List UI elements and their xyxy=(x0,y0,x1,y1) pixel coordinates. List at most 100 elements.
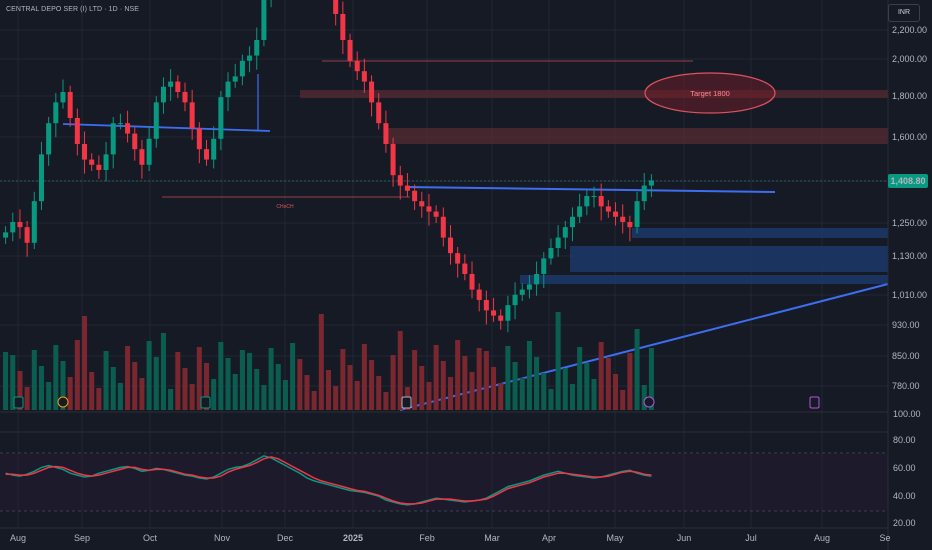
candle xyxy=(239,60,245,77)
volume-bar xyxy=(641,385,647,410)
currency-button[interactable]: INR xyxy=(888,4,920,22)
candle xyxy=(541,258,547,274)
candle xyxy=(89,159,95,165)
volume-bar xyxy=(627,353,633,410)
trendline-top-left xyxy=(62,123,271,132)
volume-bar xyxy=(89,372,95,410)
volume-bar xyxy=(304,375,310,410)
chart-title: CENTRAL DEPO SER (I) LTD · 1D · NSE xyxy=(6,6,140,13)
price-tick-label: 1,600.00 xyxy=(892,132,927,142)
candle xyxy=(333,0,339,14)
demand-zone-3 xyxy=(520,275,888,284)
candle xyxy=(620,216,626,222)
volume-bar xyxy=(290,343,296,410)
candle xyxy=(110,123,116,155)
candle xyxy=(548,247,554,259)
candle xyxy=(38,154,44,202)
volume-bar xyxy=(160,333,166,410)
volume-bar xyxy=(340,349,346,410)
earnings-marker-icon[interactable] xyxy=(809,396,820,409)
volume-bar xyxy=(383,392,389,410)
volume-bar xyxy=(182,368,188,410)
candle xyxy=(361,71,367,82)
volume-bar xyxy=(318,314,324,410)
candle xyxy=(247,55,253,61)
time-tick-label: Apr xyxy=(542,533,556,543)
price-tick-label: 1,130.00 xyxy=(892,251,927,261)
candle xyxy=(591,195,597,197)
candles xyxy=(3,0,654,333)
candle xyxy=(189,102,195,129)
volume-bar xyxy=(526,341,532,410)
rsi-tick-label: 40.00 xyxy=(893,491,916,501)
earnings-marker-icon[interactable] xyxy=(401,396,412,409)
volume-bar xyxy=(125,346,131,410)
earnings-marker-icon[interactable] xyxy=(200,396,211,409)
candle xyxy=(225,81,231,98)
dividend-marker-icon[interactable] xyxy=(57,396,69,408)
volume-bar xyxy=(613,374,619,410)
volume-bar xyxy=(376,376,382,410)
event-marker-icon[interactable] xyxy=(643,396,655,408)
volume-bar xyxy=(325,370,332,410)
volume-bar xyxy=(562,368,568,410)
volume-bar xyxy=(153,357,159,410)
time-tick-label: 2025 xyxy=(343,533,363,543)
candle xyxy=(562,227,568,238)
volume-bar xyxy=(67,377,73,410)
volume-bar xyxy=(110,367,116,410)
volume-bar xyxy=(469,372,475,410)
last-price-label: 1,408.80 xyxy=(890,176,925,186)
candle xyxy=(203,149,210,160)
candle xyxy=(232,76,238,82)
volume-bar xyxy=(598,342,604,410)
last-price-badge xyxy=(888,174,928,188)
candle xyxy=(577,206,583,217)
volume-bar xyxy=(541,373,547,410)
volume-bar xyxy=(591,379,597,410)
volume-bar xyxy=(275,364,281,410)
candle xyxy=(175,81,181,92)
volume-bar xyxy=(247,353,253,410)
volume-bar xyxy=(361,344,367,410)
time-axis-labels[interactable]: Aug Sep Oct Nov Dec 2025 Feb Mar Apr May Jun Jul Aug… xyxy=(10,533,891,543)
price-tick-label: 2,000.00 xyxy=(892,54,927,64)
volume-bar xyxy=(146,341,152,410)
earnings-marker-icon[interactable] xyxy=(13,396,24,409)
volume-bar xyxy=(534,357,540,410)
candle xyxy=(555,237,561,248)
volume-bar xyxy=(498,383,504,410)
candle xyxy=(462,263,468,274)
price-axis-labels[interactable]: 2,200.00 2,000.00 1,800.00 1,600.00 1,250.00… xyxy=(892,25,927,391)
candle xyxy=(605,206,611,212)
candle xyxy=(476,289,482,300)
candle xyxy=(505,305,511,321)
candle xyxy=(354,60,360,72)
candle xyxy=(419,201,425,207)
volume-bar xyxy=(491,367,497,410)
candle xyxy=(261,0,267,40)
volume-bar xyxy=(117,383,123,410)
target-label: Target 1800 xyxy=(690,89,730,98)
candle xyxy=(74,117,80,144)
volume-bar xyxy=(397,331,403,410)
volume-bar xyxy=(239,350,245,410)
candle xyxy=(627,221,633,228)
volume-bar xyxy=(311,391,317,410)
time-tick-label: Mar xyxy=(484,533,500,543)
volume-bar xyxy=(555,312,561,410)
price-tick-label: 1,010.00 xyxy=(892,290,927,300)
candle xyxy=(383,123,389,144)
candle xyxy=(498,315,504,321)
candle xyxy=(153,102,159,139)
candle xyxy=(3,232,9,238)
candle xyxy=(390,143,396,176)
rsi-band xyxy=(0,453,888,511)
volume-bar xyxy=(462,356,468,410)
candle xyxy=(404,185,410,191)
breakout-line xyxy=(404,186,776,193)
candle xyxy=(526,284,532,290)
candle xyxy=(31,201,37,243)
volume-bar xyxy=(297,359,303,410)
